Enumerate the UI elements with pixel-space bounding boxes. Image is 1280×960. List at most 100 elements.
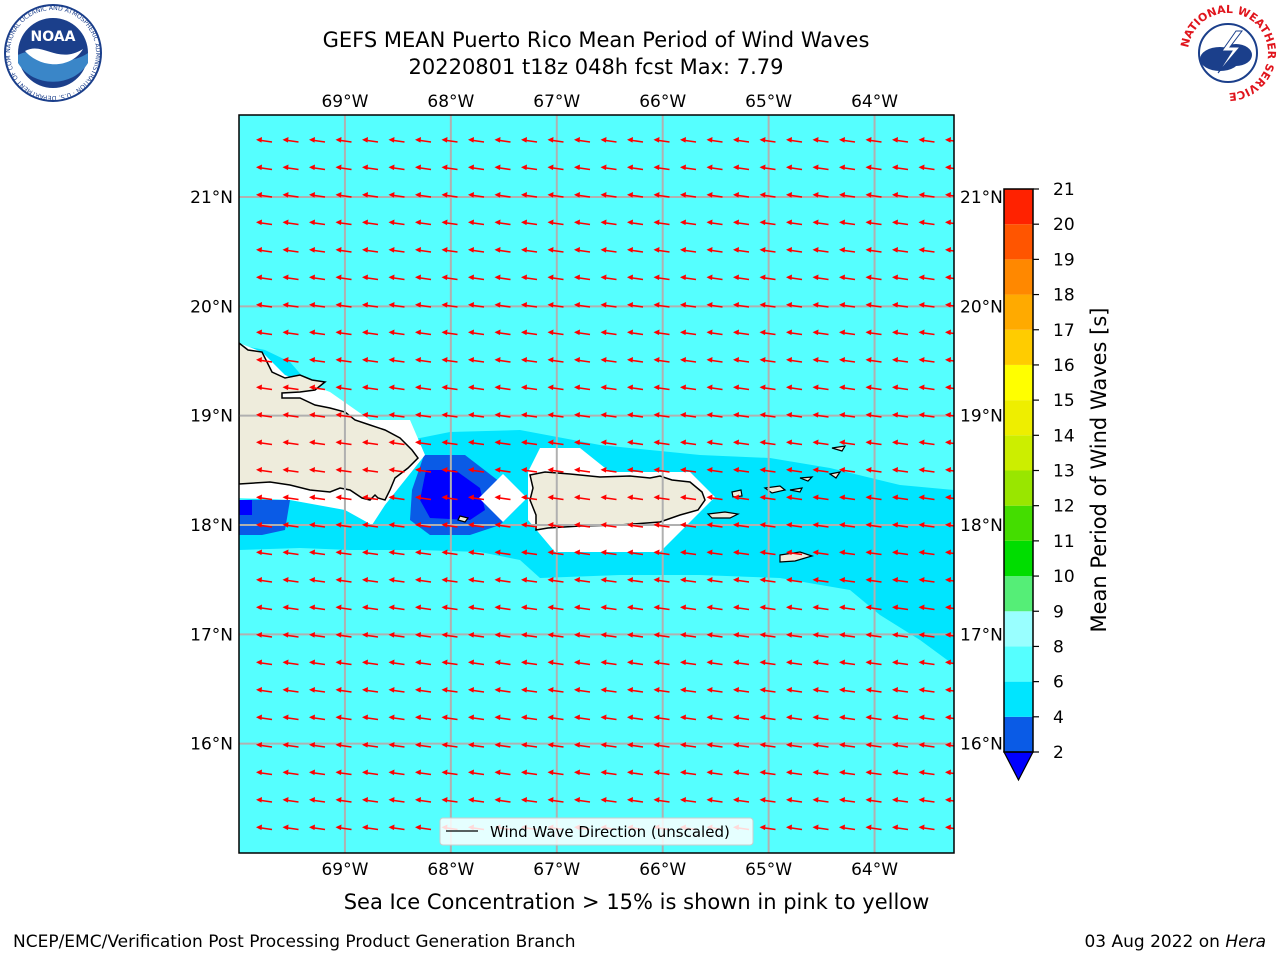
- wave-direction-arrow: [335, 687, 352, 693]
- wave-direction-arrow: [733, 357, 750, 363]
- wave-direction-arrow: [733, 522, 750, 528]
- wave-direction-arrow: [547, 384, 564, 391]
- wave-direction-arrow: [574, 164, 591, 171]
- wave-direction-arrow: [362, 714, 379, 721]
- wave-direction-arrow: [335, 797, 352, 803]
- wave-direction-arrow: [839, 797, 856, 803]
- wave-direction-arrow: [918, 439, 935, 446]
- wave-direction-arrow: [309, 192, 326, 198]
- wave-direction-arrow: [680, 659, 697, 666]
- wave-direction-arrow: [256, 329, 273, 336]
- wave-direction-arrow: [786, 247, 803, 253]
- graticule: [239, 115, 954, 853]
- period-field-under-2: [420, 470, 485, 520]
- colorbar-segment: [1004, 505, 1033, 541]
- wave-direction-arrow: [388, 247, 405, 253]
- wave-direction-arrow: [812, 329, 829, 336]
- wave-direction-arrow: [547, 522, 564, 528]
- lat-tick-label-right: 18°N: [960, 516, 1003, 536]
- wave-direction-arrow: [574, 714, 591, 721]
- wave-direction-arrow: [335, 192, 352, 198]
- wave-direction-arrow: [521, 494, 538, 501]
- wave-direction-arrow: [786, 357, 803, 363]
- colorbar-segment: [1004, 470, 1033, 506]
- wave-direction-arrow: [680, 274, 697, 281]
- wave-direction-arrow: [653, 577, 670, 583]
- wave-direction-arrow: [335, 302, 352, 308]
- wave-direction-arrow: [494, 302, 511, 308]
- wave-direction-arrow: [812, 137, 829, 143]
- wave-direction-arrow: [892, 329, 909, 336]
- colorbar-segment: [1004, 681, 1033, 717]
- wave-direction-arrow: [945, 412, 954, 418]
- wave-direction-arrow: [256, 714, 273, 721]
- wave-direction-arrow: [362, 632, 379, 638]
- wave-direction-arrow: [865, 412, 882, 418]
- wave-direction-arrow: [521, 439, 538, 446]
- wave-direction-arrow: [839, 742, 856, 748]
- wave-direction-arrow: [362, 329, 379, 336]
- wave-direction-arrow: [812, 687, 829, 693]
- wave-direction-arrow: [282, 604, 299, 611]
- wave-direction-arrow: [309, 632, 326, 638]
- wave-direction-arrow: [494, 219, 511, 226]
- colorbar-label: Mean Period of Wind Waves [s]: [1087, 308, 1111, 633]
- wave-direction-arrow: [706, 384, 723, 391]
- wave-direction-arrow: [706, 769, 723, 776]
- wave-direction-arrow: [918, 577, 935, 583]
- wave-direction-arrow: [362, 302, 379, 308]
- wave-direction-arrow: [521, 659, 538, 666]
- wave-direction-arrow: [547, 494, 564, 501]
- wave-direction-arrow: [812, 219, 829, 226]
- wave-direction-arrow: [256, 659, 273, 666]
- wave-direction-arrow: [574, 494, 591, 501]
- wave-direction-arrow: [653, 604, 670, 611]
- wave-direction-arrow: [706, 522, 723, 528]
- wave-direction-arrow: [945, 302, 954, 308]
- wave-direction-arrow: [362, 824, 379, 831]
- wave-direction-arrow: [892, 439, 909, 446]
- wave-direction-arrow: [256, 824, 273, 831]
- wave-direction-arrow: [786, 659, 803, 666]
- wave-direction-arrow: [547, 797, 564, 803]
- wave-direction-arrow: [468, 247, 485, 253]
- wave-direction-arrow: [282, 219, 299, 226]
- wave-direction-arrow: [309, 384, 326, 391]
- wave-direction-arrow: [494, 439, 511, 446]
- wave-direction-arrow: [547, 137, 564, 143]
- wave-direction-arrow: [494, 467, 511, 473]
- wave-direction-arrow: [521, 467, 538, 473]
- wave-direction-arrow: [335, 742, 352, 748]
- wave-direction-arrow: [415, 384, 432, 391]
- wave-direction-arrow: [653, 192, 670, 198]
- wave-direction-arrow: [600, 329, 617, 336]
- wave-direction-arrow: [918, 797, 935, 803]
- wave-direction-arrow: [945, 769, 954, 776]
- wave-direction-arrow: [494, 192, 511, 198]
- wave-direction-arrow: [441, 632, 458, 638]
- wave-direction-arrow: [892, 742, 909, 748]
- wave-direction-arrow: [812, 467, 829, 473]
- wave-direction-arrow: [812, 659, 829, 666]
- wave-direction-arrow: [415, 302, 432, 308]
- wave-direction-arrow: [680, 494, 697, 501]
- wave-direction-arrow: [600, 714, 617, 721]
- nws-logo: NATIONAL WEATHER SERVICE: [1178, 3, 1278, 103]
- wave-direction-arrow: [653, 439, 670, 446]
- wave-direction-arrow: [865, 384, 882, 391]
- noaa-logo: NATIONAL OCEANIC AND ATMOSPHERIC ADMINIS…: [3, 3, 102, 102]
- wave-direction-arrow: [627, 412, 644, 418]
- wave-direction-arrow: [468, 687, 485, 693]
- wave-direction-arrow: [256, 302, 273, 308]
- wave-direction-arrow: [627, 164, 644, 171]
- wave-direction-arrow: [680, 219, 697, 226]
- wave-direction-arrow: [415, 824, 432, 831]
- wave-direction-arrow: [653, 769, 670, 776]
- wave-direction-arrow: [706, 247, 723, 253]
- wave-direction-arrow: [918, 247, 935, 253]
- wave-direction-arrow: [945, 219, 954, 226]
- wave-direction-arrow: [786, 164, 803, 171]
- wave-direction-arrow: [786, 329, 803, 336]
- wave-direction-arrow: [521, 384, 538, 391]
- wave-direction-arrow: [627, 714, 644, 721]
